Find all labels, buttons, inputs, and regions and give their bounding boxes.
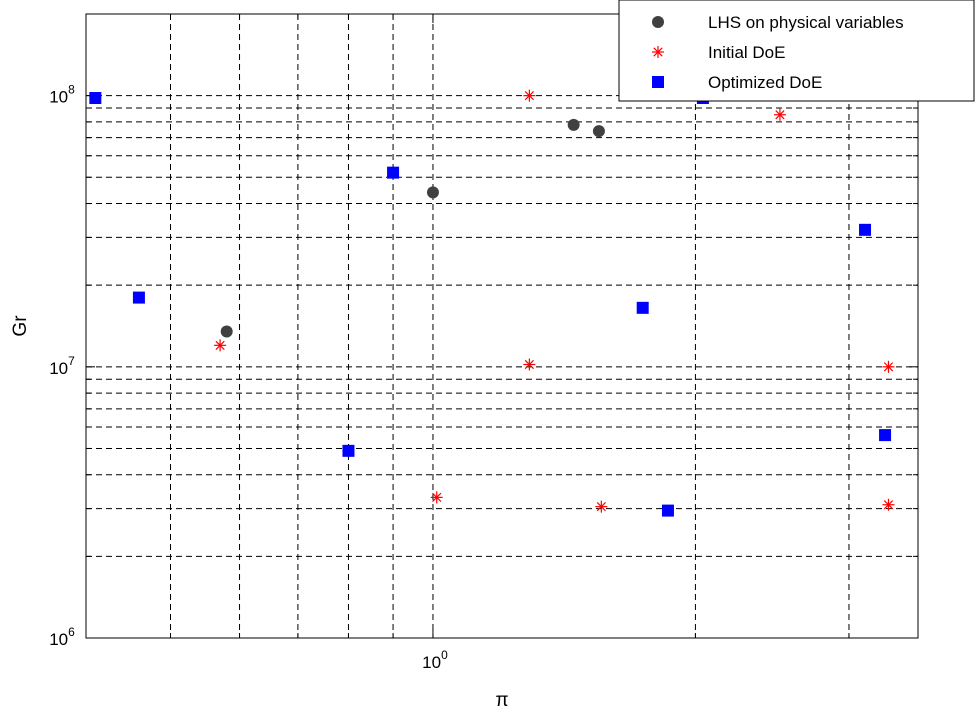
data-point-circle [592,125,605,138]
legend-item: Initial DoE [652,43,785,62]
y-tick-label: 108 [49,83,75,107]
legend-box [618,0,975,102]
data-point-asterisk [595,500,608,513]
data-point-asterisk [430,491,443,504]
data-point-circle [220,325,233,338]
y-axis-label: Gr [10,315,31,337]
axis-ticks: 106 107 108 100 [49,14,918,672]
data-point-square [89,92,102,105]
legend-marker-square [652,76,664,88]
legend-marker-circle [652,16,664,28]
legend-item: Optimized DoE [652,73,822,92]
y-tick-label: 106 [49,625,75,649]
legend-label: Optimized DoE [708,73,822,92]
x-axis-label: π [495,690,508,711]
data-point-asterisk [882,498,895,511]
data-point-square [661,504,674,517]
data-point-square [879,429,892,442]
data-point-asterisk [523,89,536,102]
data-point-square [636,301,649,314]
data-point-asterisk [214,339,227,352]
series-circle [220,118,605,338]
data-point-square [342,444,355,457]
x-tick-label: 100 [422,648,448,672]
y-tick-label: 107 [49,354,75,378]
data-point-circle [567,118,580,131]
data-point-asterisk [882,360,895,373]
data-point-square [132,291,145,304]
data-point-square [387,166,400,179]
legend-item: LHS on physical variables [652,13,904,32]
data-point-square [859,223,872,236]
data-point-asterisk [523,358,536,371]
legend: LHS on physical variables Initial DoE Opti… [618,0,975,102]
plot-frame [85,13,919,639]
legend-label: LHS on physical variables [708,13,904,32]
data-point-asterisk [773,108,786,121]
data-point-circle [426,186,439,199]
series-asterisk [214,89,895,513]
legend-marker-asterisk [652,46,664,58]
legend-label: Initial DoE [708,43,785,62]
